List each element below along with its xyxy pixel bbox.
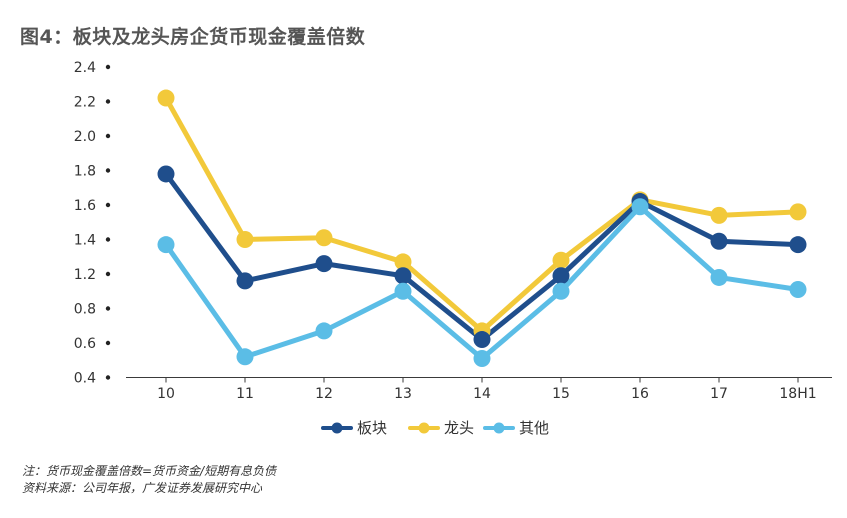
- series-lines: [163, 95, 801, 362]
- x-tick-label: 12: [315, 386, 333, 402]
- y-tick-label: 1.4: [74, 233, 96, 249]
- data-point: [710, 232, 728, 250]
- y-tick-dot: [105, 340, 111, 346]
- y-tick-label: 0.4: [74, 371, 96, 387]
- data-point: [552, 267, 570, 285]
- y-tick-dot: [105, 168, 111, 173]
- y-tick-label: 2.4: [74, 60, 96, 76]
- x-tick-label: 18H1: [779, 386, 816, 402]
- series-line-龙头: [163, 95, 801, 334]
- data-point: [552, 282, 570, 300]
- legend-marker: [493, 422, 505, 434]
- data-point: [789, 281, 807, 299]
- y-tick-dot: [105, 133, 111, 139]
- data-point: [394, 253, 412, 271]
- y-tick-dot: [105, 99, 111, 104]
- legend: 板块 龙头 其他: [321, 419, 549, 437]
- y-tick-label: 1.8: [74, 164, 96, 180]
- y-tick-label: 0.8: [74, 302, 96, 318]
- chart-title: 图4：板块及龙头房企货币现金覆盖倍数: [20, 26, 366, 48]
- x-tick-label: 17: [710, 386, 728, 402]
- y-tick-dot: [105, 64, 111, 70]
- data-point: [236, 348, 254, 366]
- legend-marker: [418, 422, 430, 434]
- legend-marker: [331, 422, 343, 434]
- x-tick-label: 11: [236, 386, 254, 402]
- data-point: [789, 203, 807, 221]
- x-tick-label: 16: [631, 386, 649, 402]
- data-point: [473, 350, 491, 368]
- y-tick-label: 1.2: [74, 267, 96, 283]
- x-tick-label: 13: [394, 386, 412, 402]
- data-point: [631, 198, 649, 216]
- y-tick-label: 1.6: [74, 198, 96, 214]
- data-point: [315, 322, 333, 340]
- data-point: [157, 89, 175, 107]
- legend-label: 龙头: [444, 419, 474, 437]
- data-point: [394, 267, 412, 285]
- data-point: [789, 236, 807, 254]
- y-tick-dot: [105, 237, 111, 242]
- x-axis: 10 11 12 13 14 15 16 17 18H1: [126, 377, 832, 402]
- data-point: [394, 282, 412, 300]
- series-line-板块: [163, 171, 801, 343]
- source-text: 资料来源：公司年报，广发证券发展研究中心: [22, 481, 263, 495]
- y-tick-label: 2.0: [74, 129, 96, 145]
- y-axis: 0.4 0.6 0.8 1.2 1.4 1.6 1.8 2.0 2.2 2.4: [74, 60, 111, 387]
- x-tick-label: 10: [157, 386, 175, 402]
- x-tick-label: 15: [552, 386, 570, 402]
- data-point: [315, 229, 333, 247]
- footnotes: 注：货币现金覆盖倍数=货币资金/短期有息负债 资料来源：公司年报，广发证券发展研…: [22, 463, 276, 497]
- y-tick-dot: [105, 271, 111, 277]
- data-point: [710, 206, 728, 224]
- y-tick-label: 0.6: [74, 336, 96, 352]
- data-point: [315, 255, 333, 273]
- legend-label: 板块: [357, 419, 387, 437]
- data-point: [710, 268, 728, 286]
- y-tick-dot: [105, 202, 111, 208]
- legend-label: 其他: [519, 419, 549, 437]
- data-point: [157, 165, 175, 183]
- data-point: [552, 251, 570, 269]
- data-point: [157, 236, 175, 254]
- x-tick-label: 14: [473, 386, 491, 402]
- data-point: [236, 231, 254, 248]
- y-tick-dot: [105, 306, 111, 311]
- note-text: 注：货币现金覆盖倍数=货币资金/短期有息负债: [22, 464, 277, 478]
- y-tick-dot: [105, 375, 111, 380]
- data-point: [473, 331, 491, 349]
- data-point: [236, 272, 254, 290]
- y-tick-label: 2.2: [74, 95, 96, 111]
- series-points: [157, 89, 807, 368]
